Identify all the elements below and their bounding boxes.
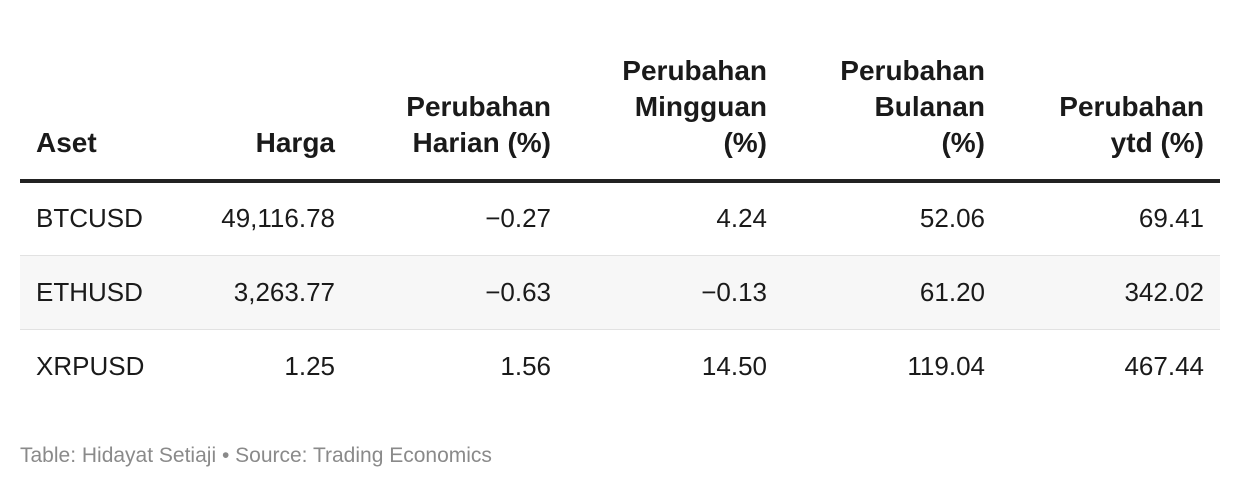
header-line: Harga bbox=[255, 127, 335, 158]
header-line: Perubahan bbox=[622, 55, 767, 86]
header-row: Aset Harga Perubahan Harian (%) Perubaha… bbox=[20, 0, 1220, 183]
header-line: ytd (%) bbox=[1110, 127, 1204, 158]
data-table-container: Aset Harga Perubahan Harian (%) Perubaha… bbox=[20, 0, 1220, 403]
cell-aset: XRPUSD bbox=[36, 350, 145, 381]
cell-ytd: 467.44 bbox=[1124, 350, 1204, 381]
header-perubahan-ytd: Perubahan ytd (%) bbox=[1001, 0, 1220, 183]
table-row: XRPUSD 1.25 1.56 14.50 119.04 467.44 bbox=[20, 329, 1220, 403]
cell-harian: −0.27 bbox=[351, 181, 567, 256]
cell-harga: 49,116.78 bbox=[175, 181, 351, 256]
cell-aset: BTCUSD bbox=[20, 181, 175, 256]
data-table: Aset Harga Perubahan Harian (%) Perubaha… bbox=[20, 0, 1220, 403]
cell-mingguan: 4.24 bbox=[567, 181, 783, 256]
header-perubahan-harian: Perubahan Harian (%) bbox=[351, 0, 567, 183]
header-line: Perubahan bbox=[1059, 91, 1204, 122]
header-harga: Harga bbox=[175, 0, 351, 183]
cell-bulanan: 119.04 bbox=[907, 350, 985, 381]
source-footer: Table: Hidayat Setiaji • Source: Trading… bbox=[20, 444, 492, 467]
cell-harga: 3,263.77 bbox=[175, 255, 351, 330]
header-line: Harian (%) bbox=[412, 127, 551, 158]
cell-harga: 1.25 bbox=[284, 350, 335, 381]
header-aset: Aset bbox=[20, 0, 175, 183]
header-line: (%) bbox=[723, 127, 767, 158]
cell-mingguan: −0.13 bbox=[567, 255, 783, 330]
cell-bulanan: 61.20 bbox=[783, 255, 1001, 330]
header-perubahan-mingguan: Perubahan Mingguan (%) bbox=[567, 0, 783, 183]
table-body: BTCUSD 49,116.78 −0.27 4.24 52.06 69.41 … bbox=[20, 181, 1220, 403]
header-line: Aset bbox=[36, 127, 97, 158]
header-perubahan-bulanan: Perubahan Bulanan (%) bbox=[783, 0, 1001, 183]
cell-aset: ETHUSD bbox=[20, 255, 175, 330]
header-line: Mingguan bbox=[634, 91, 767, 122]
cell-harian: −0.63 bbox=[351, 255, 567, 330]
table-row: BTCUSD 49,116.78 −0.27 4.24 52.06 69.41 bbox=[20, 181, 1220, 256]
table-header: Aset Harga Perubahan Harian (%) Perubaha… bbox=[20, 0, 1220, 183]
header-line: Bulanan bbox=[874, 91, 985, 122]
header-line: Perubahan bbox=[840, 55, 985, 86]
header-line: (%) bbox=[941, 127, 985, 158]
cell-bulanan: 52.06 bbox=[783, 181, 1001, 256]
cell-mingguan: 14.50 bbox=[701, 350, 767, 381]
cell-ytd: 342.02 bbox=[1001, 255, 1220, 330]
cell-ytd: 69.41 bbox=[1001, 181, 1220, 256]
header-line: Perubahan bbox=[406, 91, 551, 122]
table-row: ETHUSD 3,263.77 −0.63 −0.13 61.20 342.02 bbox=[20, 255, 1220, 330]
cell-harian: 1.56 bbox=[500, 350, 551, 381]
